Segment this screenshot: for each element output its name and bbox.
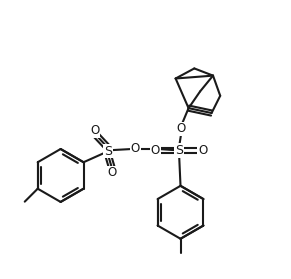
Text: O: O (91, 124, 100, 137)
Text: O: O (177, 122, 186, 135)
Text: O: O (151, 144, 160, 157)
Text: O: O (131, 143, 140, 155)
Text: O: O (198, 144, 207, 157)
Text: S: S (104, 145, 112, 158)
Text: O: O (108, 166, 117, 179)
Text: S: S (175, 144, 183, 157)
